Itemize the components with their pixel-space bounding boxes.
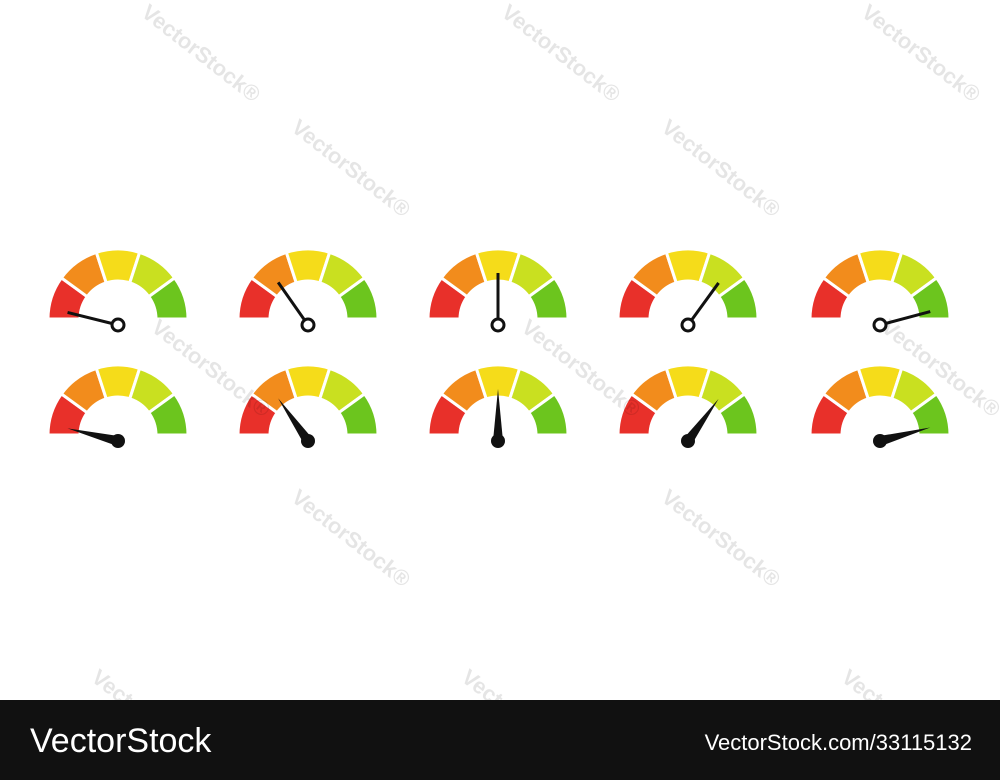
footer-bar <box>0 700 1000 780</box>
footer-brand: VectorStock <box>30 722 212 760</box>
needle-pivot <box>873 434 887 448</box>
needle <box>878 427 931 446</box>
needle-pivot <box>680 317 696 333</box>
needle <box>276 281 310 326</box>
gauge-segment <box>526 275 570 321</box>
gauge-segment <box>146 275 190 321</box>
gauges <box>46 247 952 448</box>
gauge-segment <box>716 391 760 437</box>
needle-pivot <box>301 434 315 448</box>
gauge-segment <box>336 275 380 321</box>
gauge-segment <box>908 275 952 321</box>
needle <box>686 282 720 326</box>
needle <box>493 389 503 441</box>
needle-pivot <box>490 317 506 333</box>
needle-pivot <box>872 317 888 333</box>
needle <box>879 310 931 327</box>
gauge-segment <box>716 275 760 321</box>
needle <box>67 428 120 446</box>
needle <box>683 398 719 444</box>
needle <box>67 310 119 327</box>
gauge-segment <box>908 391 952 437</box>
needle-pivot <box>111 434 125 448</box>
needle-pivot <box>300 317 316 333</box>
needle-pivot <box>491 434 505 448</box>
needle-pivot <box>681 434 695 448</box>
gauge-segment <box>526 391 570 437</box>
needle <box>278 398 313 444</box>
gauge-segment <box>336 391 380 437</box>
gauge-segment <box>146 391 190 437</box>
footer-id: VectorStock.com/33115132 <box>705 730 972 755</box>
needle-pivot <box>110 317 126 333</box>
